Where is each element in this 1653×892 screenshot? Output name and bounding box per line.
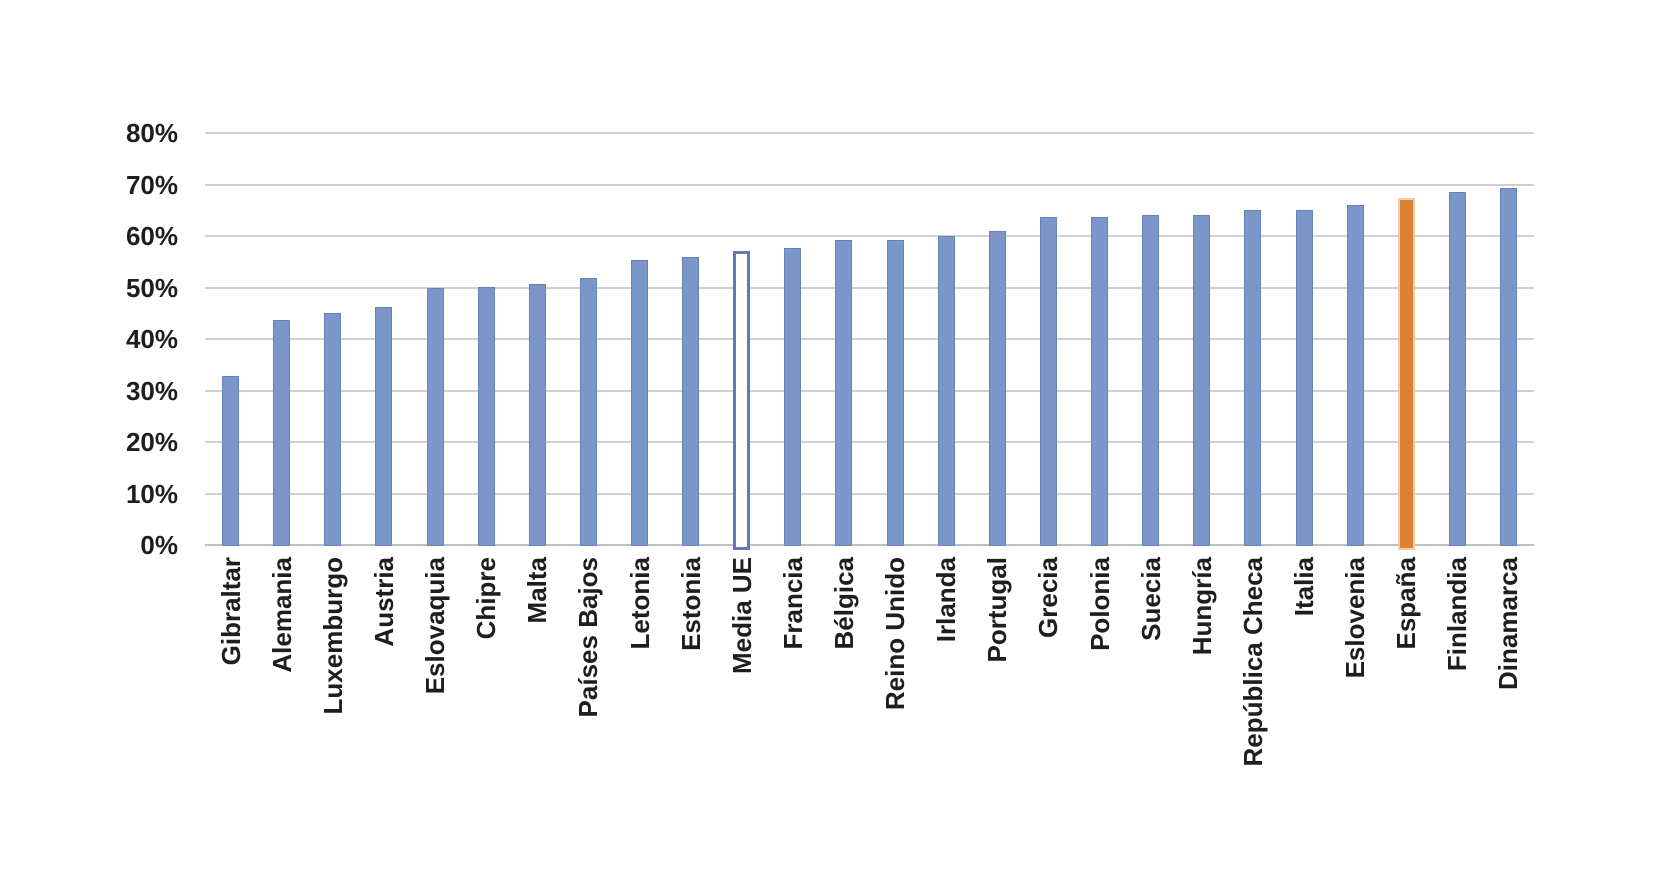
x-axis-category-label: Países Bajos (573, 557, 604, 718)
x-axis-line (205, 544, 1534, 546)
x-axis-category-label: Bélgica (828, 557, 859, 650)
x-axis-category-label: República Checa (1237, 557, 1268, 767)
x-axis-category-label: Grecia (1033, 557, 1064, 638)
y-gridline (205, 389, 1534, 392)
bar-malta (528, 284, 546, 546)
bar-media-ue (733, 250, 751, 550)
x-axis-category-label: Portugal (982, 557, 1013, 663)
y-gridline (205, 132, 1534, 134)
y-gridline (205, 338, 1534, 340)
bar-portugal (988, 231, 1006, 546)
y-axis-tick-label: 80% (125, 118, 178, 148)
bar-letonia (631, 259, 648, 546)
x-axis-category-label: Alemania (266, 557, 297, 673)
y-gridline (205, 235, 1534, 237)
x-axis-category-label: Hungría (1186, 557, 1217, 656)
bar-polonia (1091, 216, 1108, 546)
y-gridline (205, 441, 1534, 443)
y-axis-tick-label: 40% (125, 324, 178, 354)
x-axis-category-label: Suecia (1135, 557, 1166, 641)
bar-eslovaquia (426, 288, 444, 546)
y-axis-tick-label: 70% (125, 169, 178, 200)
x-axis-category-label: Eslovaquia (420, 557, 450, 695)
x-axis-category-label: Reino Unido (880, 557, 911, 711)
bar-luxemburgo (324, 313, 342, 547)
x-axis-category-label: Letonia (624, 557, 655, 650)
x-axis-category-label: Eslovenia (1340, 557, 1371, 679)
y-axis-tick-label: 30% (125, 375, 178, 406)
y-gridline (205, 492, 1534, 495)
bar-alemania (273, 319, 291, 546)
x-axis-category-label: Finlandia (1442, 557, 1473, 672)
y-gridline (205, 183, 1534, 186)
bar-estonia (682, 257, 700, 546)
x-axis-category-label: Italia (1289, 557, 1319, 617)
y-axis-tick-label: 0% (140, 530, 178, 560)
bar-espana (1397, 198, 1415, 550)
y-axis-tick-label: 60% (125, 221, 178, 251)
x-axis-category-label: Polonia (1084, 557, 1115, 651)
bar-austria (375, 306, 393, 546)
bar-chipre (477, 286, 495, 546)
x-axis-category-label: Dinamarca (1493, 557, 1524, 690)
bar-gibraltar (222, 375, 240, 546)
x-axis-category-label: Francia (777, 557, 808, 650)
x-axis-category-label: Chipre (471, 557, 502, 640)
bar-suecia (1142, 214, 1160, 546)
x-axis-category-label: España (1391, 557, 1422, 650)
bar-grecia (1039, 216, 1057, 546)
bar-francia (784, 248, 802, 546)
y-gridline (205, 286, 1534, 289)
y-axis-tick-label: 10% (125, 478, 178, 509)
y-axis-tick-label: 50% (125, 272, 178, 303)
bar-republica-checa (1244, 210, 1262, 547)
bar-eslovenia (1346, 204, 1364, 546)
bar-dinamarca (1499, 188, 1517, 546)
x-axis-category-label: Estonia (675, 557, 706, 651)
x-axis-category-label: Irlanda (931, 557, 962, 643)
x-axis-category-label: Gibraltar (215, 557, 246, 666)
x-axis-category-label: Luxemburgo (317, 557, 348, 715)
bar-paises-bajos (579, 277, 597, 546)
bar-hungria (1193, 214, 1211, 546)
bar-belgica (835, 240, 853, 546)
y-axis-tick-label: 20% (125, 427, 178, 457)
bar-italia (1295, 210, 1313, 547)
x-axis-category-label: Malta (522, 557, 553, 624)
bar-irlanda (937, 236, 955, 546)
x-axis-category-label: Media UE (726, 557, 757, 675)
bar-reino-unido (886, 240, 904, 546)
x-axis-category-label: Austria (368, 557, 399, 647)
bar-finlandia (1448, 191, 1466, 546)
